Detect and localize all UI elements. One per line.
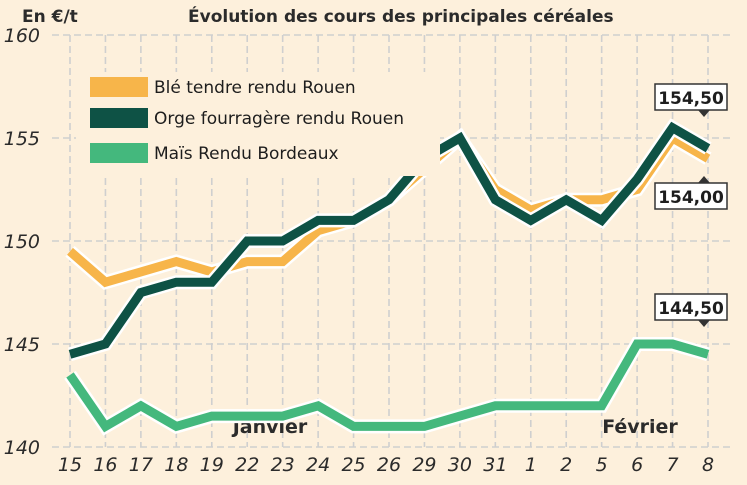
x-tick-label: 6 bbox=[631, 454, 643, 476]
y-axis: 140 145 150 155 160 bbox=[4, 25, 40, 459]
series-line-1 bbox=[68, 121, 711, 359]
series-line-2 bbox=[66, 339, 710, 433]
x-tick-label: 18 bbox=[164, 454, 188, 476]
y-tick-label: 140 bbox=[4, 437, 40, 459]
month-label-fevrier: Février bbox=[602, 416, 678, 438]
legend-label-orge: Orge fourragère rendu Rouen bbox=[154, 109, 404, 129]
x-tick-label: 22 bbox=[235, 454, 259, 476]
y-tick-label: 155 bbox=[4, 128, 40, 150]
callout-label-orge: 154,50 bbox=[658, 89, 724, 109]
legend-swatch-mais bbox=[90, 143, 148, 163]
x-tick-label: 16 bbox=[93, 454, 117, 476]
x-tick-label: 26 bbox=[377, 454, 401, 476]
callouts: 154,50 154,00 144,50 bbox=[654, 83, 728, 327]
legend-label-ble: Blé tendre rendu Rouen bbox=[154, 78, 356, 98]
x-tick-label: 17 bbox=[129, 454, 153, 476]
x-tick-label: 29 bbox=[412, 454, 436, 476]
callout-label-ble: 154,00 bbox=[658, 188, 724, 208]
x-tick-label: 23 bbox=[271, 454, 295, 476]
x-tick-label: 8 bbox=[702, 454, 714, 476]
callout-ble-end: 154,00 bbox=[654, 176, 728, 210]
x-tick-label: 31 bbox=[483, 454, 507, 476]
unit-label: En €/t bbox=[22, 7, 78, 27]
x-tick-label: 1 bbox=[525, 454, 537, 476]
callout-mais-end: 144,50 bbox=[654, 293, 728, 327]
x-axis: 15 16 17 18 19 22 23 24 25 26 29 30 31 1 2 5 6 7 8 bbox=[58, 454, 714, 476]
x-tick-label: 19 bbox=[200, 454, 224, 476]
legend-label-mais: Maïs Rendu Bordeaux bbox=[154, 144, 339, 164]
x-tick-label: 7 bbox=[667, 454, 679, 476]
x-tick-label: 15 bbox=[58, 454, 82, 476]
legend-swatch-orge bbox=[90, 108, 148, 128]
y-tick-label: 145 bbox=[4, 334, 40, 356]
series bbox=[64, 118, 712, 436]
x-tick-label: 24 bbox=[306, 454, 330, 476]
callout-label-mais: 144,50 bbox=[658, 299, 724, 319]
callout-orge-end: 154,50 bbox=[654, 83, 728, 117]
chart-title: Évolution des cours des principales céré… bbox=[188, 5, 614, 27]
x-tick-label: 25 bbox=[341, 454, 365, 476]
x-tick-label: 30 bbox=[448, 454, 472, 476]
y-tick-label: 160 bbox=[4, 25, 40, 47]
x-tick-label: 2 bbox=[560, 454, 572, 476]
legend-swatch-ble bbox=[90, 77, 148, 97]
x-tick-label: 5 bbox=[596, 454, 608, 476]
legend: Blé tendre rendu Rouen Orge fourragère r… bbox=[76, 72, 440, 176]
y-tick-label: 150 bbox=[4, 231, 40, 253]
